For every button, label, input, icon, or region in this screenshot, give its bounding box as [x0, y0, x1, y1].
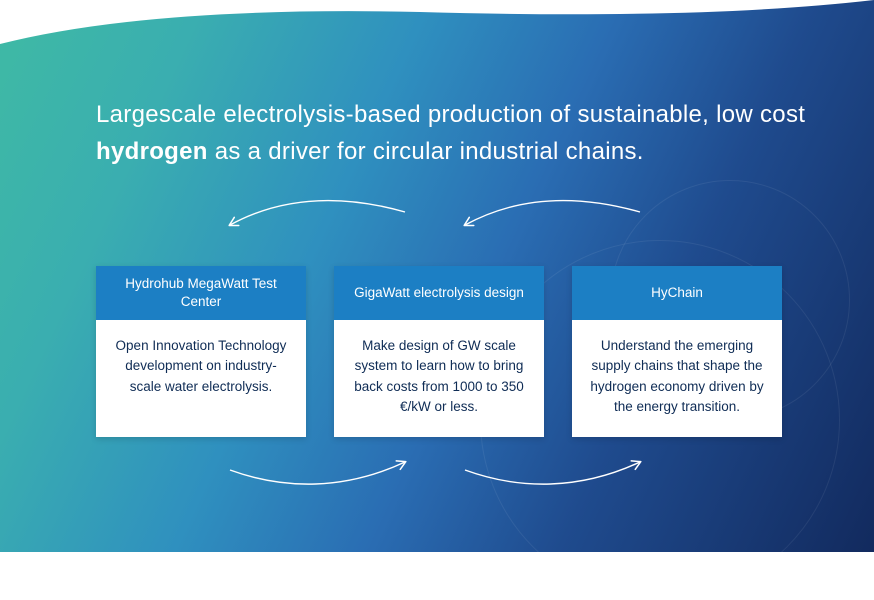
card-gigawatt: GigaWatt electrolysis design Make design… [334, 266, 544, 437]
headline-bold: hydrogen [96, 138, 208, 165]
card-title: HyChain [572, 266, 782, 320]
headline-post: as a driver for circular industrial chai… [208, 138, 644, 165]
card-body: Open Innovation Technology development o… [96, 320, 306, 437]
card-title: Hydrohub MegaWatt Test Center [96, 266, 306, 320]
card-hydrohub: Hydrohub MegaWatt Test Center Open Innov… [96, 266, 306, 437]
card-title: GigaWatt electrolysis design [334, 266, 544, 320]
cards-row: Hydrohub MegaWatt Test Center Open Innov… [96, 266, 782, 437]
card-body: Understand the emerging supply chains th… [572, 320, 782, 437]
headline-pre: Largescale electrolysis-based production… [96, 101, 805, 128]
card-hychain: HyChain Understand the emerging supply c… [572, 266, 782, 437]
headline: Largescale electrolysis-based production… [96, 96, 814, 170]
card-body: Make design of GW scale system to learn … [334, 320, 544, 437]
